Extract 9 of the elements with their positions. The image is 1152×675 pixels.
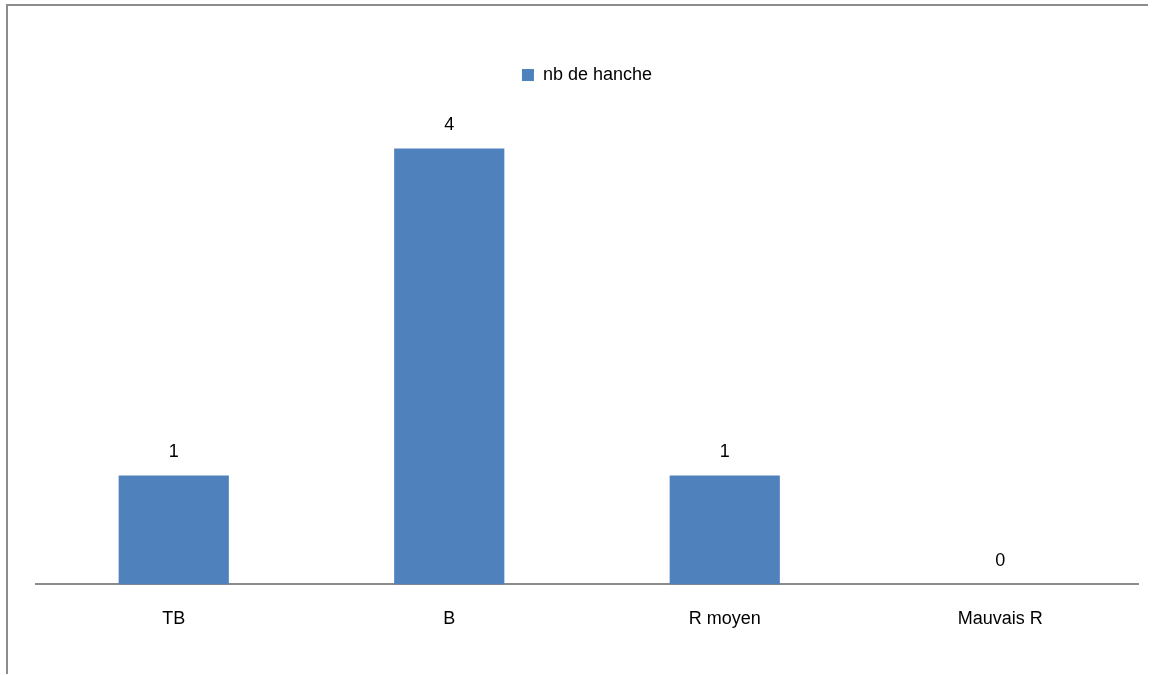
data-label: 1 (719, 441, 730, 462)
x-tick-label: R moyen (688, 608, 761, 629)
data-label: 1 (168, 441, 179, 462)
x-tick-label: B (443, 608, 456, 629)
x-tick-label: Mauvais R (957, 608, 1043, 629)
legend-label: nb de hanche (542, 63, 653, 84)
data-label: 0 (995, 550, 1006, 571)
x-tick-label: TB (162, 608, 186, 629)
data-label: 4 (444, 114, 455, 135)
